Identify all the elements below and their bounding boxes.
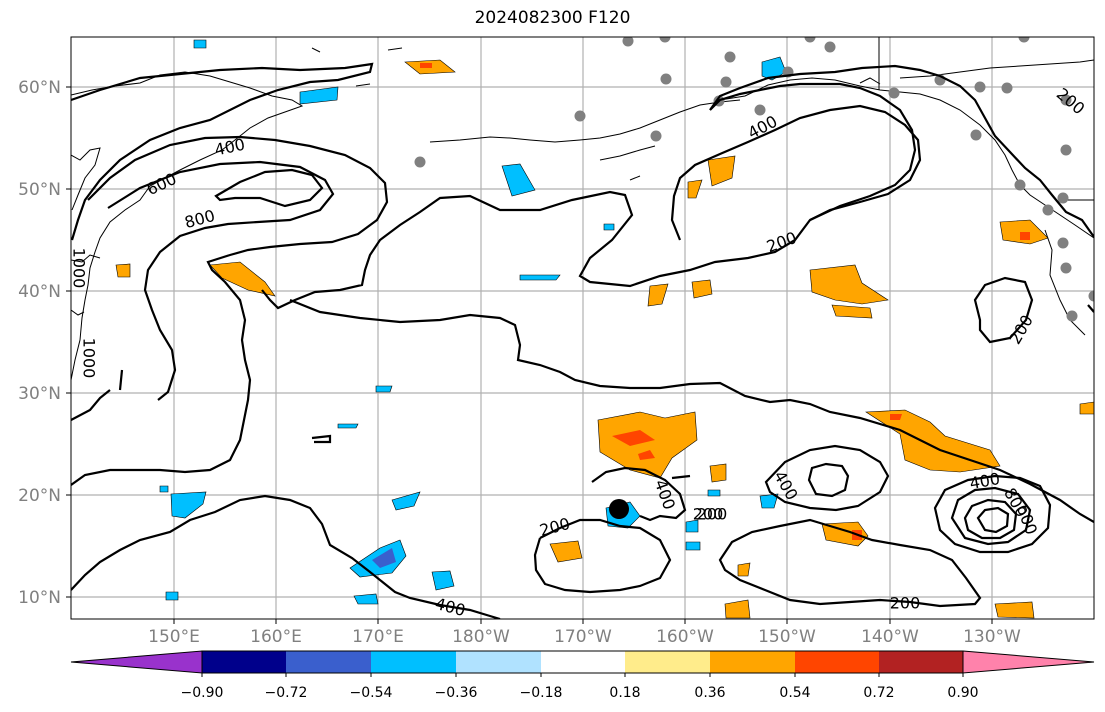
station-dot: [1060, 144, 1072, 156]
station-dot: [622, 37, 634, 47]
station-dot: [1057, 237, 1069, 249]
station-dot: [1057, 192, 1069, 204]
lat-label: 50°N: [18, 180, 61, 200]
lat-label: 30°N: [18, 384, 61, 404]
contour-label: 200: [890, 594, 921, 613]
colorbar-tick-label: 0.18: [609, 685, 640, 701]
contour-label: 200: [693, 505, 724, 524]
colorbar-tick-label: −0.36: [435, 685, 478, 701]
colorbar-frame: [201, 650, 964, 674]
lon-label: 160°W: [656, 627, 714, 647]
contour-label: 200: [697, 505, 728, 524]
station-dot: [659, 37, 671, 43]
lon-label: 170°E: [352, 627, 404, 647]
station-dot: [888, 87, 900, 99]
longitude-labels: 150°E 160°E 170°E 180°W 170°W 160°W 150°W 140°W…: [148, 627, 1021, 647]
lon-label: 130°W: [963, 627, 1021, 647]
station-dot: [1060, 262, 1072, 274]
station-dot: [754, 104, 766, 116]
station-dot: [824, 41, 836, 53]
colorbar-segment: [795, 651, 879, 673]
lat-label: 10°N: [18, 588, 61, 608]
colorbar-segment: [541, 651, 625, 673]
lat-label: 20°N: [18, 486, 61, 506]
axis-ticks: [66, 86, 993, 624]
colorbar-tick-label: 0.54: [779, 685, 810, 701]
colorbar-segment: [710, 651, 795, 673]
contour-label: 1000: [80, 338, 99, 379]
colorbar-tick-label: 0.72: [863, 685, 894, 701]
map-title: 2024082300 F120: [474, 8, 631, 28]
graticule-lines: [71, 37, 1094, 619]
lat-label: 40°N: [18, 282, 61, 302]
lon-label: 150°E: [148, 627, 200, 647]
colorbar-tick-label: −0.54: [350, 685, 393, 701]
station-dot: [724, 51, 736, 63]
station-dot: [660, 73, 672, 85]
station-dot: [974, 81, 986, 93]
station-dot: [414, 156, 426, 168]
lat-label: 60°N: [18, 78, 61, 98]
height-contours: [71, 62, 1094, 619]
station-markers: [414, 37, 1094, 322]
colorbar-max-extension: [962, 650, 1095, 674]
colorbar-labels: −0.90 −0.72 −0.54 −0.36 −0.18 0.18 0.36 0.54 0.7…: [181, 673, 979, 701]
colorbar-tick-label: 0.90: [947, 685, 978, 701]
station-dot: [720, 76, 732, 88]
station-dot: [1014, 179, 1026, 191]
latitude-labels: 60°N 50°N 40°N 30°N 20°N 10°N: [18, 78, 61, 608]
storm-center-marker: [609, 499, 629, 519]
colorbar-tick-label: 0.36: [694, 685, 725, 701]
station-dot: [1042, 204, 1054, 216]
colorbar-min-extension: [70, 650, 203, 674]
contour-label: 1000: [70, 248, 89, 289]
colorbar-segment: [625, 651, 710, 673]
anomaly-shading: [115, 39, 1094, 619]
colorbar-segment: [371, 651, 456, 673]
station-dot: [1066, 310, 1078, 322]
colorbar: [70, 650, 1095, 674]
lon-label: 140°W: [861, 627, 919, 647]
lon-label: 150°W: [758, 627, 816, 647]
station-dot: [650, 130, 662, 142]
colorbar-segment: [879, 651, 963, 673]
station-dot: [1018, 37, 1030, 43]
colorbar-tick-label: −0.18: [520, 685, 563, 701]
station-dot: [1001, 82, 1013, 94]
station-dot: [970, 129, 982, 141]
station-dot: [1060, 94, 1072, 106]
colorbar-segment: [456, 651, 541, 673]
lon-label: 160°E: [250, 627, 302, 647]
colorbar-tick-label: −0.72: [265, 685, 308, 701]
colorbar-segment: [202, 651, 286, 673]
lon-label: 170°W: [554, 627, 612, 647]
colorbar-tick-label: −0.90: [181, 685, 224, 701]
station-dot: [804, 37, 816, 43]
colorbar-segment: [286, 651, 371, 673]
station-dot: [574, 110, 586, 122]
lon-label: 180°W: [452, 627, 510, 647]
station-dot: [1088, 290, 1094, 302]
